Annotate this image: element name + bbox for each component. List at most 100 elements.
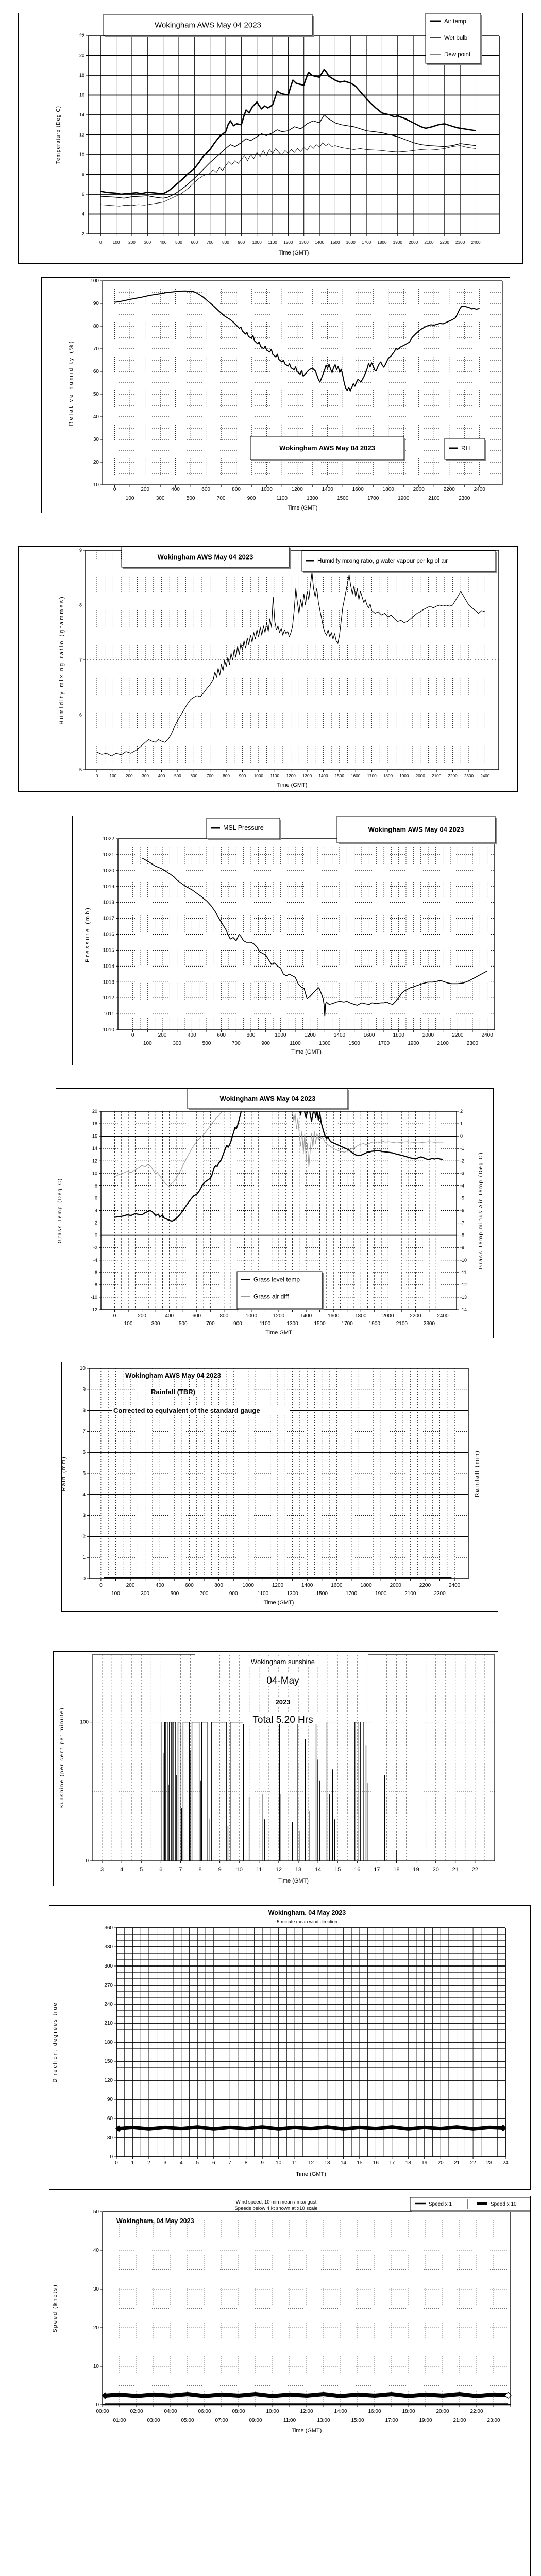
svg-text:1800: 1800 <box>383 487 395 493</box>
svg-text:3: 3 <box>100 1867 104 1873</box>
svg-text:18:00: 18:00 <box>402 2409 415 2414</box>
svg-text:Rain (mm): Rain (mm) <box>62 1455 67 1491</box>
svg-text:RH: RH <box>461 445 470 452</box>
svg-text:Wokingham, 04 May 2023: Wokingham, 04 May 2023 <box>116 2217 194 2225</box>
svg-text:0: 0 <box>110 2154 113 2160</box>
svg-text:18: 18 <box>79 73 84 78</box>
svg-text:1400: 1400 <box>334 1032 346 1038</box>
svg-text:600: 600 <box>191 240 198 245</box>
svg-text:2000: 2000 <box>409 240 418 245</box>
svg-text:50: 50 <box>93 2209 99 2215</box>
svg-text:2300: 2300 <box>434 1591 446 1597</box>
svg-text:Time (GMT): Time (GMT) <box>296 2171 326 2177</box>
svg-text:500: 500 <box>179 1321 188 1327</box>
svg-text:0: 0 <box>131 1032 134 1038</box>
svg-text:-1: -1 <box>460 1146 464 1151</box>
svg-text:16: 16 <box>92 1133 97 1139</box>
svg-text:0: 0 <box>113 487 116 493</box>
svg-text:1700: 1700 <box>342 1321 353 1327</box>
svg-text:2100: 2100 <box>424 240 434 245</box>
svg-text:0: 0 <box>86 1858 89 1864</box>
svg-text:10:00: 10:00 <box>266 2409 279 2414</box>
svg-text:400: 400 <box>188 1032 196 1038</box>
svg-text:2400: 2400 <box>474 487 486 493</box>
svg-text:200: 200 <box>126 1583 135 1588</box>
svg-text:6: 6 <box>79 713 82 718</box>
svg-text:10: 10 <box>92 1171 97 1176</box>
svg-text:2300: 2300 <box>455 240 465 245</box>
svg-text:2400: 2400 <box>471 240 481 245</box>
svg-text:2023: 2023 <box>276 1698 291 1706</box>
svg-text:08:00: 08:00 <box>232 2409 245 2414</box>
svg-text:7: 7 <box>82 1429 86 1434</box>
svg-text:60: 60 <box>107 2116 113 2122</box>
svg-text:200: 200 <box>126 774 133 778</box>
svg-text:5: 5 <box>140 1867 143 1873</box>
svg-text:2000: 2000 <box>390 1583 402 1588</box>
svg-text:800: 800 <box>214 1583 223 1588</box>
svg-text:1100: 1100 <box>258 1591 269 1597</box>
svg-text:19: 19 <box>413 1867 419 1873</box>
svg-text:Time (GMT): Time (GMT) <box>278 1878 309 1884</box>
svg-text:Total 5.20 Hrs: Total 5.20 Hrs <box>252 1715 313 1725</box>
svg-text:2300: 2300 <box>467 1041 479 1046</box>
svg-text:7: 7 <box>79 657 82 663</box>
svg-text:40: 40 <box>93 2248 99 2253</box>
svg-text:8: 8 <box>95 1183 97 1188</box>
svg-text:1018: 1018 <box>103 900 115 906</box>
svg-text:21: 21 <box>452 1867 459 1873</box>
svg-text:Wokingham AWS May 04 2023: Wokingham AWS May 04 2023 <box>158 553 253 561</box>
pressure-chart: 0 100 200 300 400 500 600 700 800 900 1000 1100 1200… <box>84 816 497 1055</box>
svg-text:19:00: 19:00 <box>419 2418 432 2424</box>
svg-text:3: 3 <box>164 2160 167 2166</box>
svg-text:15: 15 <box>357 2160 363 2166</box>
svg-text:Wokingham AWS May 04 2023: Wokingham AWS May 04 2023 <box>125 1371 221 1379</box>
svg-text:300: 300 <box>142 774 149 778</box>
svg-text:0: 0 <box>115 2160 118 2166</box>
svg-text:200: 200 <box>141 487 149 493</box>
svg-text:Humidity mixing ratio, g water: Humidity mixing ratio, g water vapour pe… <box>317 558 448 564</box>
svg-text:1700: 1700 <box>378 1041 390 1046</box>
svg-text:6: 6 <box>212 2160 215 2166</box>
svg-text:Wet bulb: Wet bulb <box>444 35 467 41</box>
svg-text:100: 100 <box>126 496 134 501</box>
svg-text:02:00: 02:00 <box>130 2409 143 2414</box>
rainfall-chart-panel: 0 100 200 300 400 500 600 700 800 900 1000 1100 1200… <box>61 1362 498 1612</box>
svg-text:10: 10 <box>80 1366 86 1371</box>
svg-text:-12: -12 <box>460 1282 467 1287</box>
svg-text:Grass-air diff: Grass-air diff <box>253 1293 289 1300</box>
svg-text:20: 20 <box>438 2160 444 2166</box>
svg-text:11: 11 <box>256 1867 262 1873</box>
svg-text:2400: 2400 <box>449 1583 461 1588</box>
svg-text:Time (GMT): Time (GMT) <box>291 1049 322 1055</box>
svg-text:1014: 1014 <box>103 963 115 969</box>
svg-text:00:00: 00:00 <box>96 2409 109 2414</box>
svg-text:10: 10 <box>93 482 99 488</box>
svg-text:2200: 2200 <box>452 1032 464 1038</box>
svg-text:5: 5 <box>79 767 82 772</box>
svg-text:16: 16 <box>79 93 84 98</box>
svg-text:500: 500 <box>187 496 195 501</box>
svg-text:24: 24 <box>502 2160 509 2166</box>
svg-text:7: 7 <box>228 2160 231 2166</box>
svg-text:2: 2 <box>82 231 84 236</box>
svg-text:Speed (knots): Speed (knots) <box>52 2284 58 2332</box>
svg-text:11: 11 <box>292 2160 298 2166</box>
svg-text:900: 900 <box>238 240 245 245</box>
svg-text:-4: -4 <box>460 1183 464 1188</box>
svg-text:1200: 1200 <box>273 1313 285 1319</box>
svg-text:Wokingham AWS May 04 2023: Wokingham AWS May 04 2023 <box>155 21 261 29</box>
svg-text:400: 400 <box>165 1313 174 1319</box>
svg-text:2: 2 <box>95 1221 97 1226</box>
svg-text:1: 1 <box>82 1555 86 1561</box>
svg-text:Time (GMT): Time (GMT) <box>279 250 309 256</box>
svg-text:0: 0 <box>96 774 98 778</box>
svg-text:Corrected to equivalent of the: Corrected to equivalent of the standard … <box>113 1406 260 1414</box>
svg-text:100: 100 <box>113 240 120 245</box>
svg-text:20: 20 <box>93 2325 99 2331</box>
svg-text:4: 4 <box>120 1867 123 1873</box>
svg-text:-7: -7 <box>460 1221 464 1226</box>
svg-text:1500: 1500 <box>316 1591 328 1597</box>
svg-text:9: 9 <box>82 1387 86 1393</box>
svg-text:1021: 1021 <box>103 852 115 858</box>
